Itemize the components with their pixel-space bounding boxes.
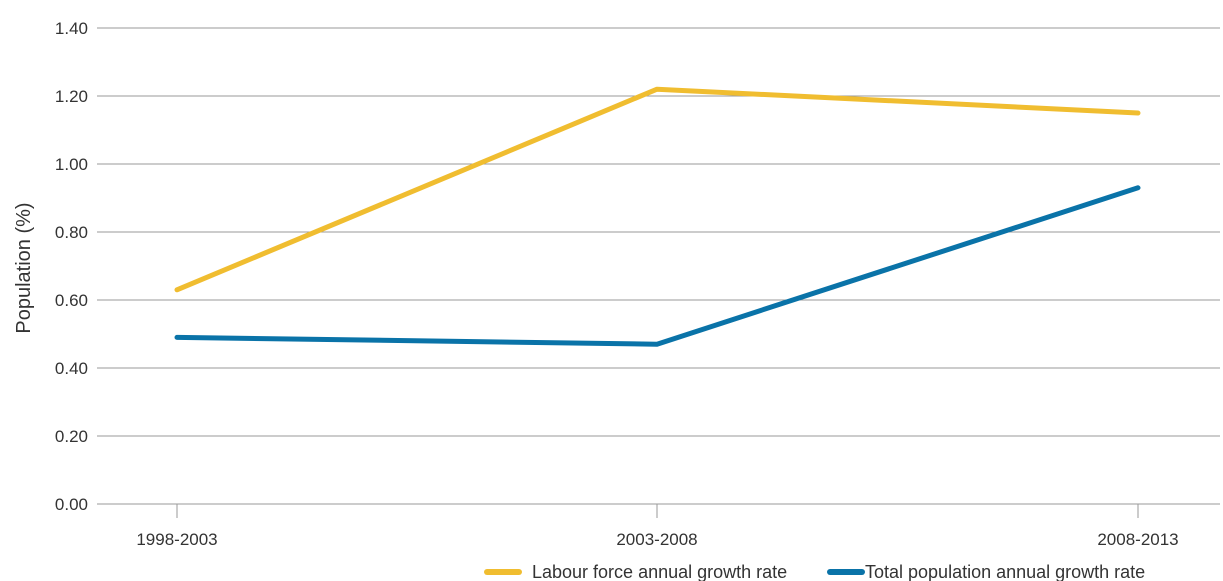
y-tick-label: 0.40: [55, 359, 88, 378]
legend: Labour force annual growth rate Total pop…: [484, 562, 1145, 581]
y-tick-label: 1.40: [55, 19, 88, 38]
y-tick-label: 0.60: [55, 291, 88, 310]
series-line-2: [174, 185, 1141, 347]
series-lines: [174, 86, 1141, 347]
y-axis-ticks: 0.00 0.20 0.40 0.60 0.80 1.00 1.20 1.40: [55, 19, 88, 514]
y-axis-title: Population (%): [13, 202, 35, 333]
y-tick-label: 0.00: [55, 495, 88, 514]
y-tick-label: 0.20: [55, 427, 88, 446]
x-tick-label: 2008-2013: [1097, 530, 1178, 549]
y-tick-label: 1.00: [55, 155, 88, 174]
x-axis-ticks: 1998-2003 2003-2008 2008-2013: [136, 504, 1179, 549]
legend-label-2: Total population annual growth rate: [865, 562, 1145, 581]
series-line-1: [174, 86, 1141, 293]
legend-label-1: Labour force annual growth rate: [532, 562, 787, 581]
gridlines: [97, 27, 1220, 505]
y-tick-label: 0.80: [55, 223, 88, 242]
x-tick-label: 2003-2008: [616, 530, 697, 549]
x-tick-label: 1998-2003: [136, 530, 217, 549]
y-tick-label: 1.20: [55, 87, 88, 106]
